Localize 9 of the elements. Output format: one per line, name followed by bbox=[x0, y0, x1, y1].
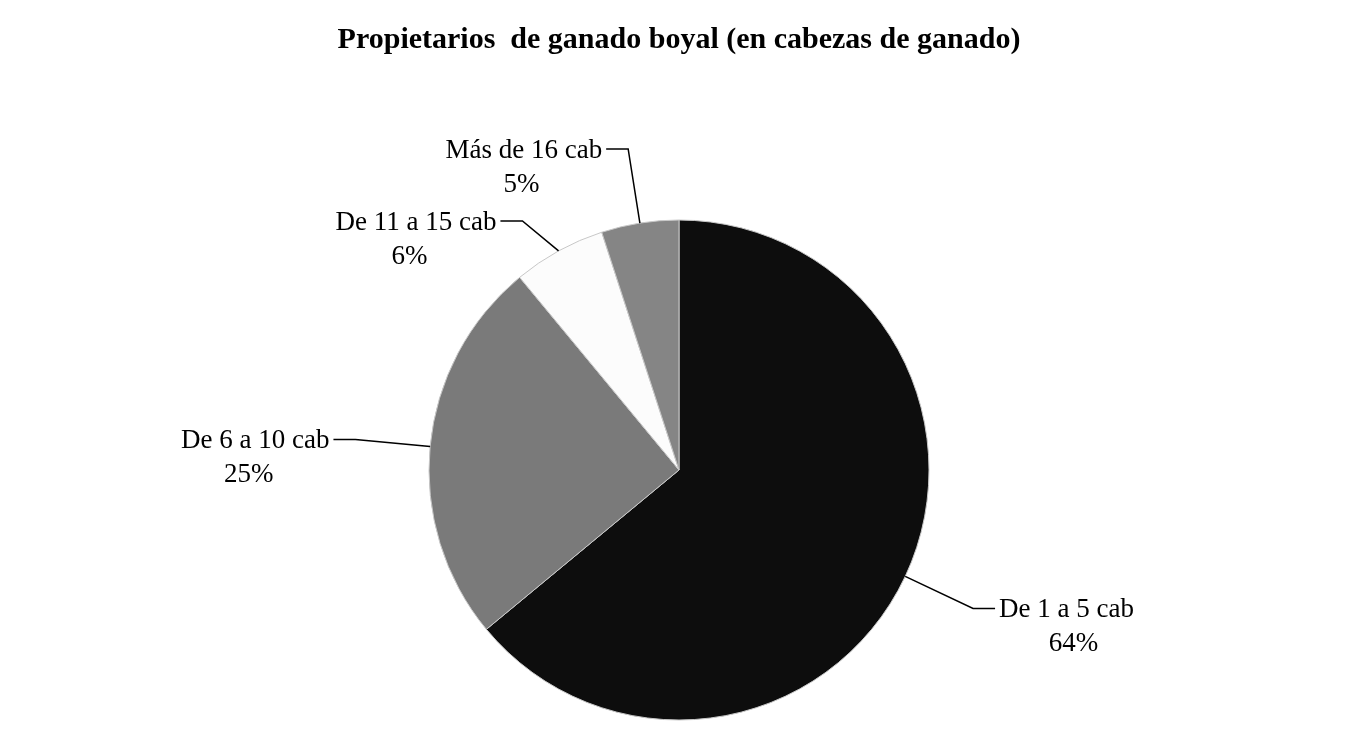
data-label: 5% bbox=[503, 168, 540, 198]
slice-label: De 11 a 15 cab bbox=[335, 206, 497, 236]
data-label: 6% bbox=[391, 240, 428, 270]
data-label: 64% bbox=[1048, 627, 1099, 658]
slice-label: De 6 a 10 cab bbox=[181, 424, 330, 455]
slice-label: De 1 a 5 cab bbox=[999, 593, 1135, 624]
slice-label: Más de 16 cab bbox=[445, 134, 603, 164]
data-label: 25% bbox=[223, 458, 274, 489]
chart-title: Propietarios de ganado boyal (en cabezas de ganado) bbox=[337, 21, 1021, 55]
